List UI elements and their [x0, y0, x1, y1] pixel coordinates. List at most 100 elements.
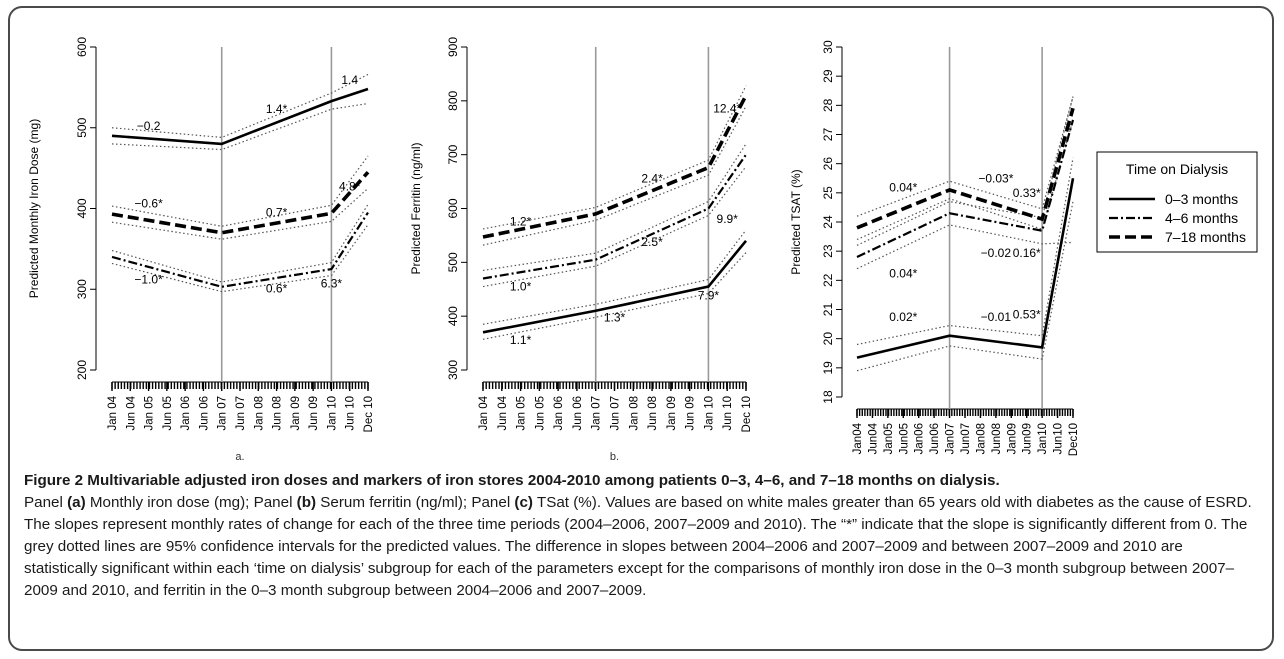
y-tick-label: 21 [821, 303, 835, 317]
series-line [482, 154, 747, 280]
panel-b-ferritin: 300 400 500 600 700 800 900 Predicted Ferritin … [409, 37, 753, 463]
x-tick-label: Jan05 [883, 423, 895, 454]
x-tick-label: Jun08 [991, 423, 1003, 454]
slope-annotation: 1.3* [604, 311, 626, 325]
slope-annotation: 0.53* [1013, 307, 1041, 321]
y-tick-label: 28 [821, 98, 835, 112]
x-tick-label: Jan 06 [553, 396, 565, 431]
legend-box [1096, 151, 1258, 253]
x-tick-label: Jan07 [945, 423, 957, 454]
ci-lower-line [482, 252, 747, 340]
slope-annotation: −0.01 [981, 310, 1012, 324]
x-tick-label: Jan 08 [253, 396, 265, 431]
x-tick-label: Jun 08 [647, 396, 659, 431]
series-line [111, 170, 370, 235]
slope-annotation: 0.04* [889, 266, 917, 280]
x-tick-label: Jan06 [914, 423, 926, 454]
x-tick-label: Jan 07 [591, 396, 603, 431]
y-axis-label: Predicted TSAT (%) [789, 169, 803, 274]
ci-upper-line [482, 85, 747, 230]
chart-panels: 200 300 400 500 600 Predicted Monthly Iron Do… [27, 37, 1258, 463]
slope-annotation: −0.2 [137, 119, 161, 133]
y-tick-label: 30 [821, 40, 835, 54]
slope-annotation: −0.02 [981, 246, 1012, 260]
slope-annotation: 0.16* [1013, 246, 1041, 260]
x-tick-label: Jan 10 [703, 396, 715, 431]
y-tick-label: 400 [446, 306, 460, 326]
slope-annotation: 4.8* [339, 180, 361, 194]
x-tick-label: Jun 06 [198, 396, 210, 431]
figure-caption: Figure 2 Multivariable adjusted iron dos… [24, 470, 1260, 602]
legend-item-label: 4–6 months [1165, 210, 1238, 226]
x-tick-label: Jan 09 [290, 396, 302, 431]
y-tick-label: 300 [446, 360, 460, 380]
y-tick-label: 300 [75, 279, 89, 299]
y-tick-label: 400 [75, 198, 89, 218]
slope-annotation: 0.7* [266, 206, 288, 220]
ci-lower-line [856, 224, 1074, 270]
y-axis-label: Predicted Ferritin (ng/ml) [409, 142, 423, 274]
y-tick-label: 500 [75, 117, 89, 137]
slope-annotation: 1.1* [510, 333, 532, 347]
x-tick-label: Jun 08 [272, 396, 284, 431]
y-tick-label: 500 [446, 252, 460, 272]
x-tick-label: Jan09 [1006, 423, 1018, 454]
x-tick-label: Jun 04 [497, 395, 509, 430]
caption-body: TSat (%). Values are based on white male… [24, 494, 1252, 599]
caption-panel-b-text: Serum ferritin (ng/ml); Panel [316, 494, 515, 511]
x-tick-label: Jun07 [960, 423, 972, 454]
x-tick-label: Jun10 [1053, 423, 1065, 454]
ci-upper-line [111, 155, 369, 227]
series-line [482, 94, 748, 239]
y-tick-label: 800 [446, 91, 460, 111]
panel-label: a. [235, 451, 244, 463]
x-tick-label: Jun06 [929, 423, 941, 454]
y-tick-label: 19 [821, 361, 835, 375]
y-tick-label: 24 [821, 215, 835, 229]
panel-a-iron-dose: 200 300 400 500 600 Predicted Monthly Iron Do… [27, 37, 375, 463]
caption-panel-a-prefix: Panel [24, 494, 68, 511]
slope-annotation: 9.9* [717, 212, 739, 226]
slope-annotation: 6.3* [321, 277, 343, 291]
slope-annotation: 0.6* [266, 281, 288, 295]
x-tick-label: Jan 05 [144, 396, 156, 431]
slope-annotation: −1.0* [134, 273, 163, 287]
ci-lower-line [482, 166, 747, 288]
ci-upper-line [111, 73, 369, 139]
legend-title: Time on Dialysis [1126, 161, 1228, 177]
caption-panel-a-label: (a) [67, 494, 86, 511]
x-tick-label: Jan04 [852, 422, 864, 454]
x-tick-label: Jan 06 [180, 396, 192, 431]
ci-upper-line [856, 96, 1074, 246]
y-tick-label: 20 [821, 332, 835, 346]
series-line [482, 239, 748, 334]
y-tick-label: 700 [446, 144, 460, 164]
x-tick-label: Jun 10 [722, 396, 734, 431]
slope-annotation: 2.4* [641, 172, 663, 186]
slope-annotation: 0.33* [1013, 186, 1041, 200]
series-line [856, 119, 1075, 258]
x-tick-label: Jun04 [867, 422, 879, 454]
slope-annotation: 1.0* [510, 279, 532, 293]
y-tick-label: 900 [446, 37, 460, 57]
slope-annotation: 2.5* [641, 235, 663, 249]
figure-frame [8, 6, 1274, 651]
ci-upper-line [856, 157, 1074, 346]
series-line [111, 211, 369, 288]
x-tick-label: Jun 04 [125, 395, 137, 430]
series-line [111, 87, 369, 146]
legend-item-label: 0–3 months [1165, 191, 1238, 207]
panel-c-tsat: 18 19 20 21 22 23 24 25 26 27 28 29 30 Predicted TSAT… [789, 40, 1080, 456]
ci-upper-line [111, 204, 369, 283]
ci-upper-line [482, 143, 747, 272]
slope-annotation: 1.4* [266, 102, 288, 116]
legend-item-label: 7–18 months [1165, 229, 1246, 245]
y-tick-label: 600 [446, 198, 460, 218]
x-tick-label: Jan 10 [326, 396, 338, 431]
y-tick-label: 26 [821, 157, 835, 171]
ci-lower-line [856, 201, 1074, 372]
y-tick-label: 29 [821, 69, 835, 83]
y-axis-label: Predicted Monthly Iron Dose (mg) [27, 119, 41, 298]
x-tick-label: Jun 07 [610, 396, 622, 431]
ci-lower-line [111, 102, 369, 151]
